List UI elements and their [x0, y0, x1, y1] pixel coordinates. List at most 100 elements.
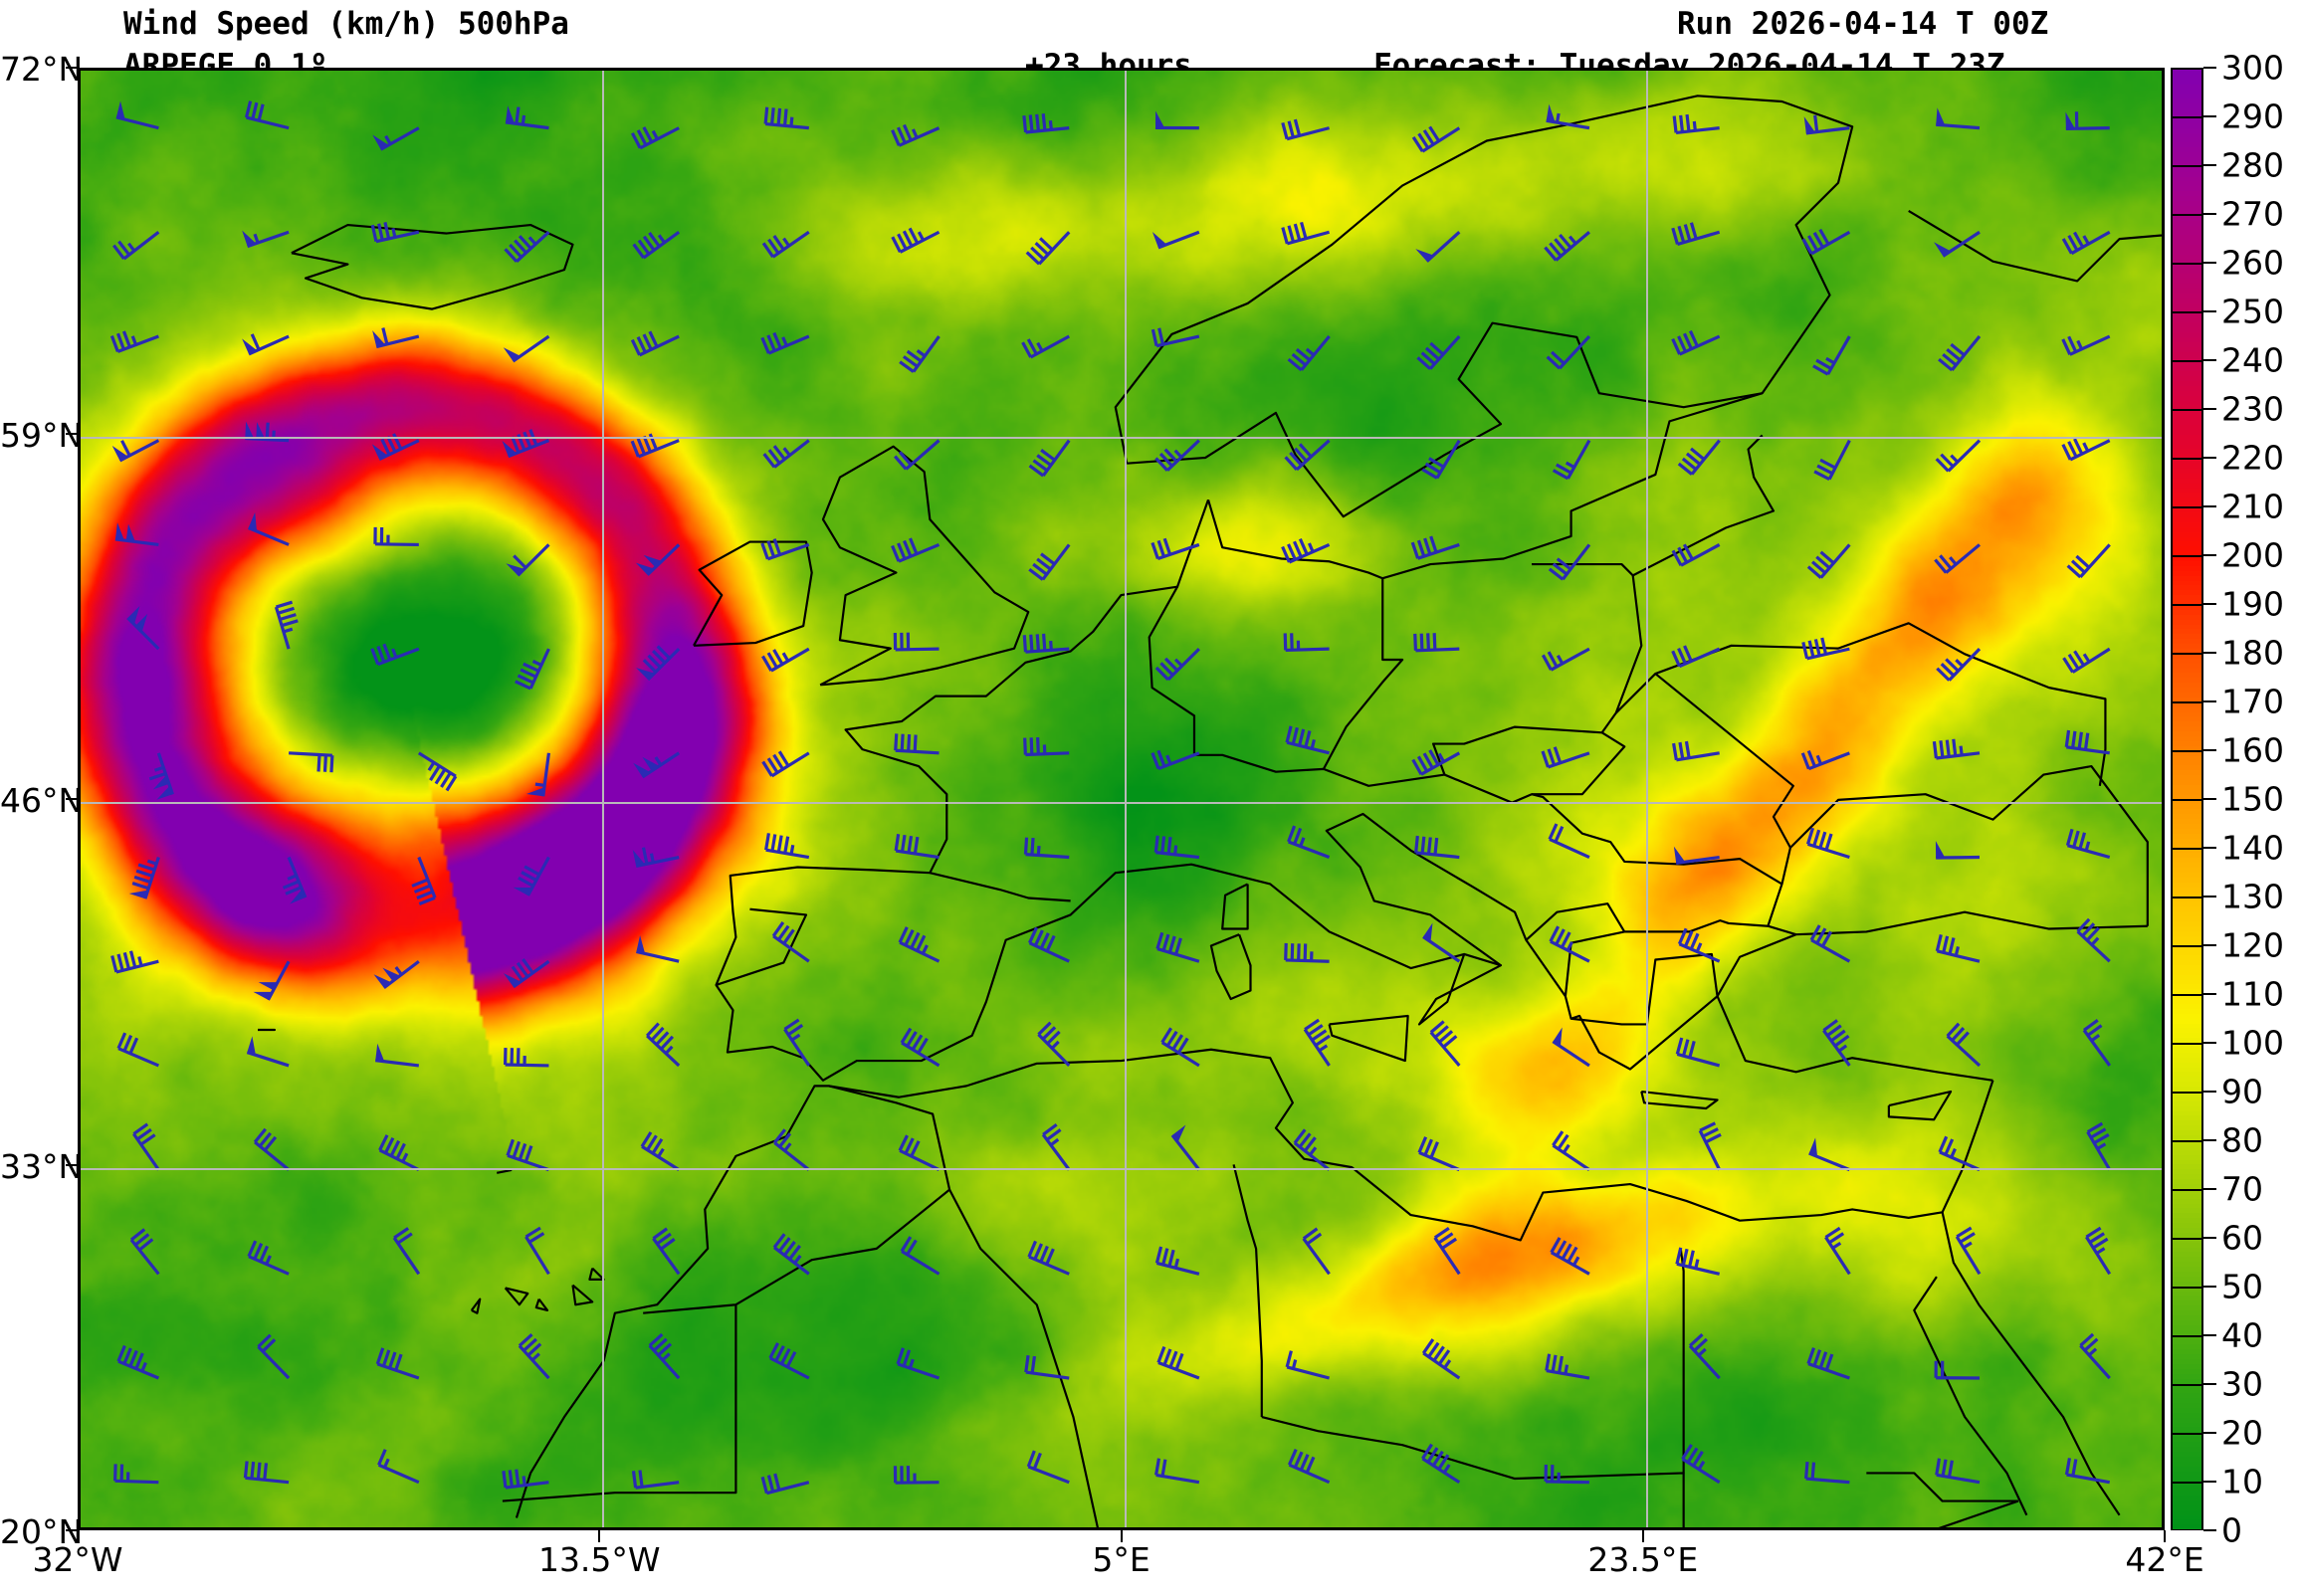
colorbar-segment — [2173, 989, 2201, 995]
colorbar-segment — [2173, 575, 2201, 581]
wind-barb — [1934, 230, 1981, 258]
colorbar-segment — [2173, 254, 2201, 260]
colorbar-segment — [2173, 663, 2201, 669]
wind-barb — [894, 733, 940, 755]
colorbar-segment — [2173, 84, 2201, 90]
colorbar-segment — [2173, 1242, 2201, 1248]
colorbar-tick — [2203, 1334, 2216, 1336]
wind-barb — [244, 100, 290, 130]
wind-barb — [502, 1469, 549, 1490]
colorbar-segment — [2173, 604, 2201, 610]
wind-barb — [630, 330, 680, 357]
wind-barb — [1281, 538, 1331, 564]
colorbar-segment — [2173, 332, 2201, 337]
colorbar-segment — [2173, 1398, 2201, 1404]
wind-barb — [1546, 334, 1591, 370]
wind-barb — [1955, 1226, 1982, 1276]
colorbar-segment — [2173, 1315, 2201, 1320]
colorbar-segment — [2173, 264, 2201, 270]
wind-barb — [2066, 543, 2111, 579]
wind-barb — [257, 1333, 291, 1380]
wind-barb — [1022, 113, 1070, 134]
coastline-path — [715, 499, 1503, 1082]
wind-barb — [1548, 823, 1590, 859]
wind-barb — [253, 1127, 291, 1171]
colorbar-tick-label: 250 — [2221, 292, 2284, 331]
colorbar-segment — [2173, 157, 2201, 162]
colorbar-tick-label: 140 — [2221, 828, 2284, 868]
wind-barb — [772, 1233, 810, 1276]
map-plot-area[interactable] — [78, 68, 2165, 1530]
wind-barb — [128, 857, 160, 899]
coastline-path — [819, 445, 1030, 687]
wind-barb — [148, 752, 174, 800]
wind-barb — [132, 1122, 160, 1171]
wind-barb — [1151, 749, 1200, 770]
colorbar-segment — [2173, 220, 2201, 226]
colorbar-segment — [2173, 1174, 2201, 1180]
colorbar-segment — [2173, 838, 2201, 844]
wind-barb — [1675, 1247, 1721, 1276]
wind-barb — [894, 834, 940, 860]
wind-barb — [373, 526, 419, 547]
colorbar-segment — [2173, 1388, 2201, 1394]
wind-barb — [2086, 1121, 2112, 1171]
colorbar-segment — [2173, 137, 2201, 143]
coastline-path — [1941, 1212, 2121, 1516]
colorbar-segment — [2173, 89, 2201, 95]
colorbar-segment — [2173, 1417, 2201, 1423]
wind-barb — [1552, 1130, 1590, 1171]
coastline-path — [1209, 933, 1252, 1001]
colorbar-tick-label: 100 — [2221, 1023, 2284, 1063]
wind-barb — [893, 1466, 940, 1485]
wind-barb — [1671, 543, 1721, 567]
wind-barb — [1170, 1124, 1201, 1171]
colorbar-segment — [2173, 1267, 2201, 1272]
colorbar-segment — [2173, 341, 2201, 347]
colorbar-divider — [2171, 360, 2203, 362]
colorbar-divider — [2171, 945, 2203, 947]
colorbar-segment — [2173, 103, 2201, 109]
colorbar-segment — [2173, 969, 2201, 975]
colorbar-segment — [2173, 483, 2201, 489]
colorbar-tick — [2203, 1188, 2216, 1190]
colorbar-segment — [2173, 429, 2201, 435]
colorbar-segment — [2173, 1183, 2201, 1189]
colorbar-segment — [2173, 210, 2201, 216]
wind-barb — [1414, 835, 1460, 860]
longitude-tick-label: 23.5°E — [1587, 1540, 1699, 1579]
colorbar-segment — [2173, 1023, 2201, 1029]
colorbar-segment — [2173, 1013, 2201, 1019]
colorbar-segment — [2173, 1262, 2201, 1268]
wind-barb — [371, 433, 420, 462]
colorbar-segment — [2173, 356, 2201, 362]
wind-barb — [761, 750, 810, 778]
colorbar-tick — [2203, 1432, 2216, 1434]
coastline-path — [1328, 1014, 1409, 1063]
colorbar-divider — [2171, 1433, 2203, 1435]
colorbar-segment — [2173, 1227, 2201, 1233]
coastline-path — [1322, 578, 1404, 770]
colorbar-segment — [2173, 1218, 2201, 1224]
wind-barb — [891, 123, 941, 147]
colorbar-segment — [2173, 152, 2201, 158]
graticule-parallel — [81, 802, 2162, 804]
wind-barb — [129, 1228, 160, 1276]
colorbar-segment — [2173, 809, 2201, 815]
wind-barb — [116, 1344, 159, 1380]
wind-barb — [1671, 645, 1721, 669]
colorbar-tick — [2203, 359, 2216, 361]
wind-barb — [636, 645, 681, 682]
colorbar-segment — [2173, 1008, 2201, 1014]
wind-barb — [891, 227, 941, 254]
colorbar-segment — [2173, 464, 2201, 470]
wind-barb — [1041, 1122, 1071, 1171]
colorbar-segment — [2173, 420, 2201, 426]
colorbar-segment — [2173, 1393, 2201, 1399]
colorbar-divider — [2171, 409, 2203, 411]
coastline-path — [693, 540, 813, 647]
longitude-tick — [1641, 1530, 1644, 1542]
colorbar-tick-label: 200 — [2221, 535, 2284, 575]
colorbar-segment — [2173, 1291, 2201, 1297]
latitude-tick — [66, 432, 78, 435]
